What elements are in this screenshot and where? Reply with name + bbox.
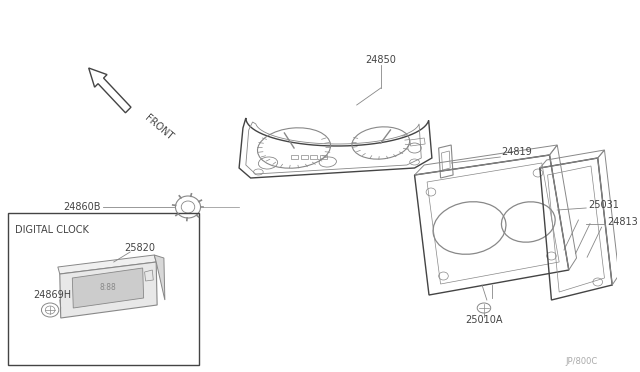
Text: 24819: 24819 <box>501 147 532 157</box>
Text: JP/800C: JP/800C <box>566 357 598 366</box>
Text: 24850: 24850 <box>365 55 396 65</box>
Text: 25820: 25820 <box>124 243 156 253</box>
Bar <box>8 213 198 365</box>
Text: 24813: 24813 <box>607 217 638 227</box>
Text: 8:88: 8:88 <box>100 283 116 292</box>
Bar <box>291 155 298 159</box>
Text: DIGITAL CLOCK: DIGITAL CLOCK <box>15 225 90 235</box>
Bar <box>301 155 308 159</box>
Polygon shape <box>60 262 157 318</box>
Text: 24860B: 24860B <box>64 202 101 212</box>
Polygon shape <box>154 255 165 300</box>
Text: 25010A: 25010A <box>465 315 502 325</box>
Polygon shape <box>72 268 143 308</box>
Bar <box>320 155 327 159</box>
Text: 24869H: 24869H <box>34 290 72 300</box>
Polygon shape <box>58 255 156 274</box>
Text: FRONT: FRONT <box>143 113 175 142</box>
Bar <box>310 155 317 159</box>
Text: 25031: 25031 <box>588 200 619 210</box>
